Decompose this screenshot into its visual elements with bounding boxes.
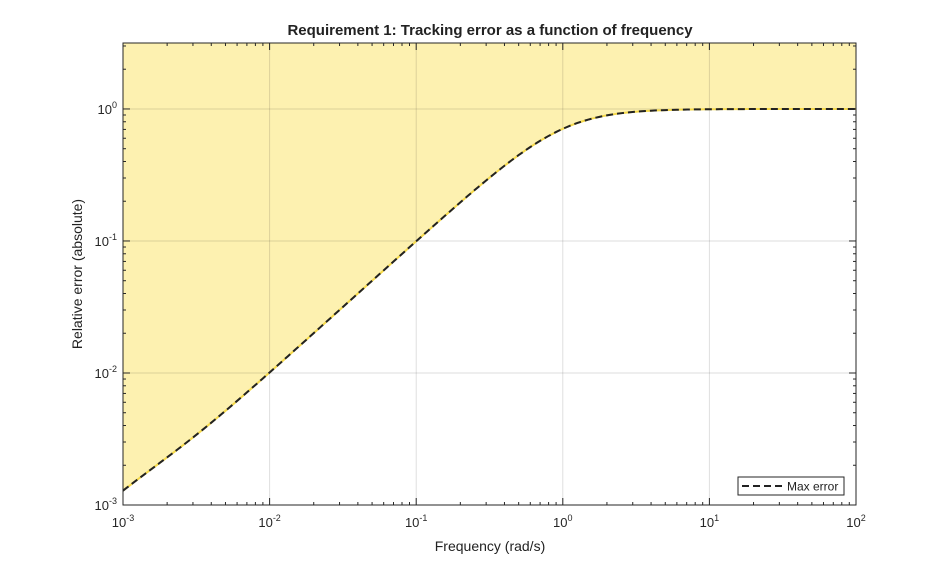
legend[interactable]: Max error: [737, 476, 845, 496]
x-tick-label: 102: [846, 513, 865, 530]
x-tick-label-exponent: 2: [861, 513, 866, 523]
legend-box: [737, 476, 845, 496]
series-line-max-error: [122, 107, 856, 492]
y-tick-label-base: 10: [98, 102, 112, 117]
x-tick-label-base: 10: [553, 515, 567, 530]
y-tick-label: 10-3: [95, 496, 117, 513]
x-tick-label-exponent: -1: [419, 513, 427, 523]
tick-marks: [122, 43, 857, 506]
x-tick-label-exponent: 0: [568, 513, 573, 523]
y-tick-label: 10-1: [95, 232, 117, 249]
chart-title: Requirement 1: Tracking error as a funct…: [287, 22, 693, 39]
x-tick-label: 10-3: [112, 513, 134, 530]
legend-label-max-error: Max error: [787, 480, 838, 494]
x-tick-label-base: 10: [700, 515, 714, 530]
x-tick-label-base: 10: [405, 515, 419, 530]
plot-area: [122, 42, 857, 506]
y-tick-label-base: 10: [95, 234, 109, 249]
x-tick-label: 10-2: [258, 513, 280, 530]
x-tick-label-base: 10: [258, 515, 272, 530]
x-tick-label: 101: [700, 513, 719, 530]
x-tick-labels: 10-3 10-2 10-1 100 101 102: [112, 513, 866, 530]
x-tick-label-base: 10: [112, 515, 126, 530]
y-tick-label-exponent: 0: [112, 100, 117, 110]
y-tick-label-exponent: -3: [109, 496, 117, 506]
violation-region: [123, 43, 856, 491]
y-tick-label-base: 10: [95, 498, 109, 513]
x-tick-label-base: 10: [846, 515, 860, 530]
x-tick-label: 10-1: [405, 513, 427, 530]
y-tick-label: 10-2: [95, 364, 117, 381]
y-tick-label-base: 10: [95, 366, 109, 381]
y-tick-label: 100: [98, 100, 117, 117]
x-axis-label: Frequency (rad/s): [435, 538, 545, 554]
y-tick-label-exponent: -1: [109, 232, 117, 242]
x-tick-label-exponent: -3: [126, 513, 134, 523]
y-axis-label: Relative error (absolute): [69, 199, 85, 349]
x-tick-label-exponent: 1: [714, 513, 719, 523]
x-tick-label-exponent: -2: [273, 513, 281, 523]
x-tick-label: 100: [553, 513, 572, 530]
y-tick-label-exponent: -2: [109, 364, 117, 374]
axes-box: [122, 42, 857, 506]
